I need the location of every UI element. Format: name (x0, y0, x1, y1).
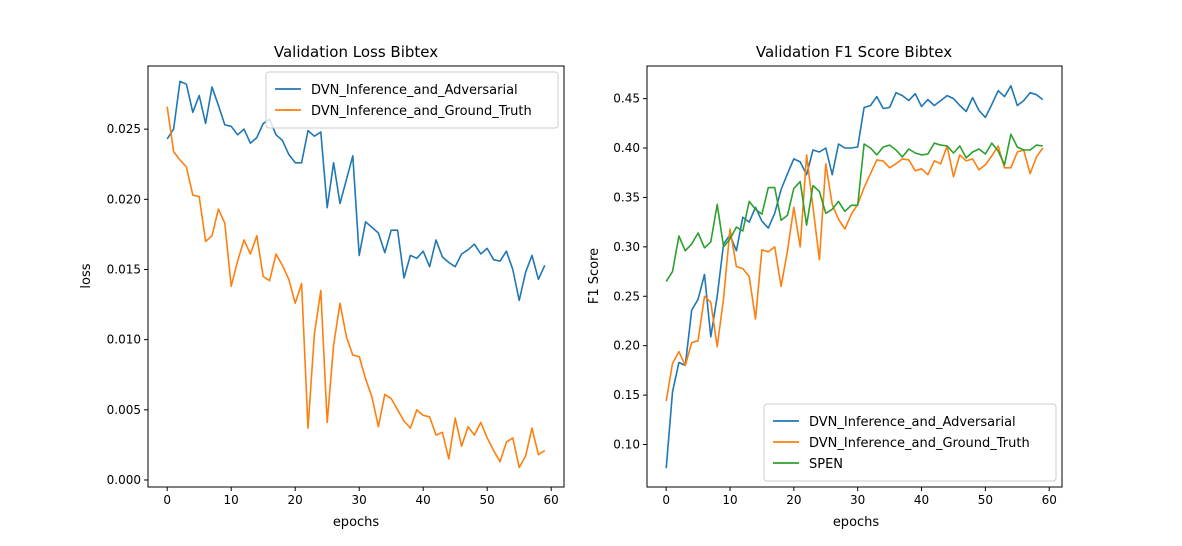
loss-xtick-label: 60 (544, 493, 559, 507)
loss-xtick-label: 30 (352, 493, 367, 507)
loss-chart-title: Validation Loss Bibtex (274, 43, 438, 61)
loss-chart-xlabel: epochs (333, 515, 380, 530)
loss-ytick-label: 0.015 (107, 262, 141, 276)
loss-legend-label: DVN_Inference_and_Adversarial (311, 83, 518, 98)
loss-axes-frame (147, 65, 565, 488)
f1-xtick-label: 40 (914, 493, 929, 507)
loss-legend-box (265, 71, 559, 129)
loss-legend-label: DVN_Inference_and_Ground_Truth (311, 104, 532, 119)
f1-legend-label: DVN_Inference_and_Adversarial (809, 415, 1016, 430)
f1-axes-frame (646, 65, 1063, 488)
loss-xtick-label: 40 (416, 493, 431, 507)
loss-xtick-label: 10 (224, 493, 239, 507)
f1-ytick-label: 0.20 (613, 339, 640, 353)
loss-xtick-label: 20 (288, 493, 303, 507)
f1-chart: Validation F1 Score Bibtex epochs F1 Sco… (587, 43, 1063, 530)
f1-ytick-label: 0.25 (613, 289, 640, 303)
f1-xtick-label: 20 (786, 493, 801, 507)
f1-series-line-2 (665, 145, 1044, 402)
f1-ytick-label: 0.15 (613, 388, 640, 402)
f1-chart-title: Validation F1 Score Bibtex (756, 43, 952, 61)
f1-series-line-3 (665, 133, 1043, 282)
f1-legend-box (763, 403, 1057, 482)
f1-ytick-label: 0.10 (613, 438, 640, 452)
f1-ytick-label: 0.30 (613, 240, 640, 254)
loss-legend: DVN_Inference_and_Adversarial DVN_Inferen… (265, 71, 559, 129)
loss-ytick-label: 0.010 (107, 333, 141, 347)
f1-chart-xlabel: epochs (833, 515, 880, 530)
f1-ytick-label: 0.40 (613, 141, 640, 155)
f1-legend-label: DVN_Inference_and_Ground_Truth (809, 436, 1030, 451)
f1-xtick-label: 60 (1042, 493, 1057, 507)
loss-ytick-label: 0.025 (107, 122, 141, 136)
f1-xtick-label: 30 (850, 493, 865, 507)
f1-xtick-label: 0 (662, 493, 670, 507)
f1-xtick-label: 50 (978, 493, 993, 507)
loss-chart-ylabel: loss (79, 263, 94, 288)
f1-legend-label: SPEN (809, 457, 843, 472)
loss-ytick-label: 0.020 (107, 192, 141, 206)
loss-chart: Validation Loss Bibtex epochs loss 0 10 20… (79, 43, 565, 530)
loss-xtick-label: 0 (163, 493, 171, 507)
loss-series-line-2 (166, 106, 546, 469)
f1-legend: DVN_Inference_and_Adversarial DVN_Inferen… (763, 403, 1057, 482)
f1-ytick-label: 0.35 (613, 190, 640, 204)
loss-series-line-1 (166, 80, 546, 302)
loss-ytick-label: 0.005 (107, 403, 141, 417)
loss-ytick-label: 0.000 (107, 473, 141, 487)
f1-xtick-label: 10 (722, 493, 737, 507)
f1-chart-ylabel: F1 Score (587, 248, 602, 304)
f1-ytick-label: 0.45 (613, 92, 640, 106)
loss-xtick-label: 50 (480, 493, 495, 507)
